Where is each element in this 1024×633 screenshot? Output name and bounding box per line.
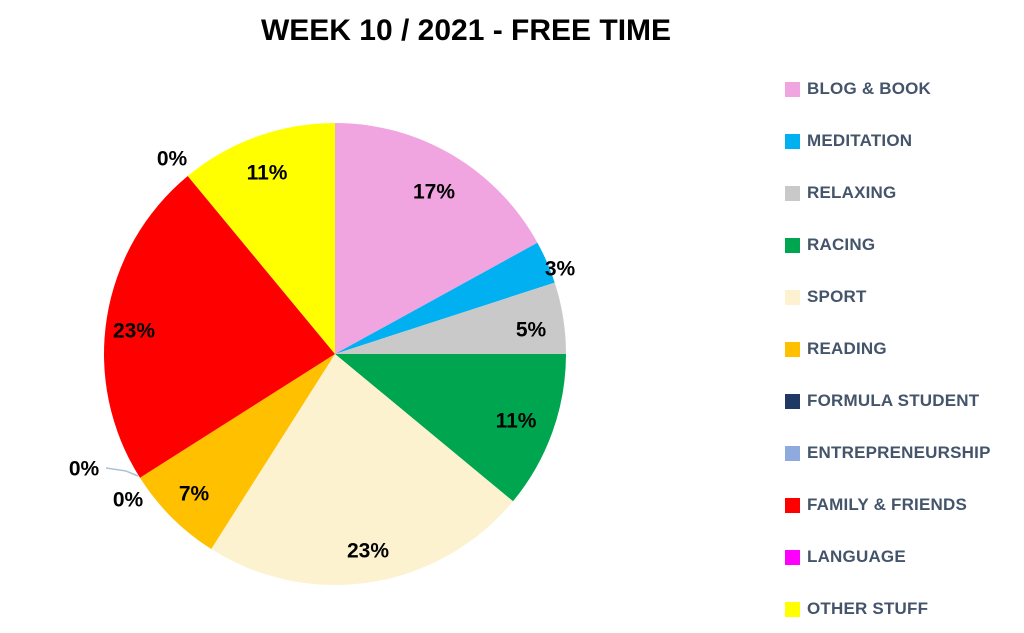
legend-label: LANGUAGE xyxy=(807,547,906,566)
data-label-family-friends: 23% xyxy=(113,320,155,343)
legend-swatch-icon xyxy=(785,185,800,201)
data-label-meditation: 3% xyxy=(545,258,576,281)
legend-swatch-icon xyxy=(785,393,800,409)
legend-label: OTHER STUFF xyxy=(807,599,929,618)
legend-label: RELAXING xyxy=(807,183,897,202)
pie-slice-other-stuff xyxy=(187,123,335,354)
legend-item-language: LANGUAGE xyxy=(785,531,991,583)
pie-slice-racing xyxy=(335,354,566,502)
legend-item-blog-book: BLOG & BOOK xyxy=(785,63,991,115)
data-label-reading: 7% xyxy=(179,483,210,506)
legend-item-sport: SPORT xyxy=(785,271,991,323)
legend-label: SPORT xyxy=(807,287,867,306)
data-label-entrepreneurship: 0% xyxy=(113,489,144,512)
legend-item-entrepreneurship: ENTREPRENEURSHIP xyxy=(785,427,991,479)
pie-slice-reading xyxy=(139,354,335,550)
pie-slice-blog-book xyxy=(335,123,538,354)
legend-swatch-icon xyxy=(785,81,800,97)
legend-swatch-icon xyxy=(785,237,800,253)
chart-title: WEEK 10 / 2021 - FREE TIME xyxy=(260,14,672,47)
label-leader-line xyxy=(105,467,139,477)
data-label-other-stuff: 11% xyxy=(247,162,288,185)
legend-item-family-friends: FAMILY & FRIENDS xyxy=(785,479,991,531)
legend-label: FAMILY & FRIENDS xyxy=(807,495,968,514)
chart-legend: BLOG & BOOK MEDITATION RELAXING RACING SPORT… xyxy=(785,63,991,633)
legend-label: FORMULA STUDENT xyxy=(807,391,980,410)
data-label-language: 0% xyxy=(157,148,188,171)
pie-slice-meditation xyxy=(335,242,555,354)
legend-item-racing: RACING xyxy=(785,219,991,271)
pie-slice-sport xyxy=(211,354,513,586)
legend-swatch-icon xyxy=(785,289,800,305)
pie-slice-relaxing xyxy=(335,282,566,354)
data-label-sport: 23% xyxy=(347,540,389,563)
data-label-blog-book: 17% xyxy=(413,181,455,204)
legend-label: MEDITATION xyxy=(807,131,913,150)
legend-item-relaxing: RELAXING xyxy=(785,167,991,219)
data-label-relaxing: 5% xyxy=(516,319,547,342)
legend-label: ENTREPRENEURSHIP xyxy=(807,443,991,462)
legend-swatch-icon xyxy=(785,341,800,357)
legend-item-other-stuff: OTHER STUFF xyxy=(785,583,991,633)
pie-slice-family-friends xyxy=(103,176,335,478)
legend-label: READING xyxy=(807,339,887,358)
legend-item-reading: READING xyxy=(785,323,991,375)
legend-swatch-icon xyxy=(785,497,800,513)
legend-swatch-icon xyxy=(785,601,800,617)
legend-swatch-icon xyxy=(785,133,800,149)
legend-item-formula-student: FORMULA STUDENT xyxy=(785,375,991,427)
legend-swatch-icon xyxy=(785,549,800,565)
legend-swatch-icon xyxy=(785,445,800,461)
legend-label: RACING xyxy=(807,235,876,254)
legend-label: BLOG & BOOK xyxy=(807,79,932,98)
legend-item-meditation: MEDITATION xyxy=(785,115,991,167)
data-label-racing: 11% xyxy=(496,410,537,433)
data-label-formula-student: 0% xyxy=(69,458,100,481)
